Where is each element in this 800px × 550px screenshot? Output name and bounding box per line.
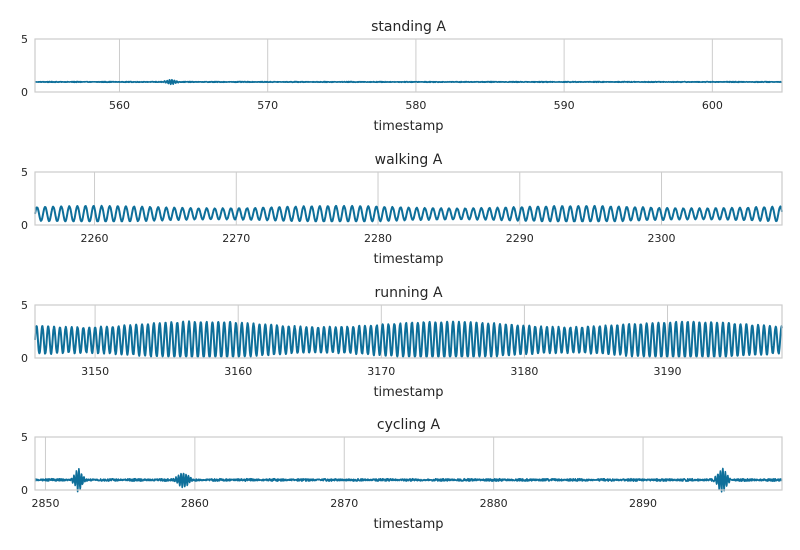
- x-axis-label-1: timestamp: [373, 252, 443, 267]
- x-tick-label-0: 560: [109, 99, 130, 112]
- series-line-3: [34, 467, 783, 493]
- y-tick-label-0: 0: [21, 352, 28, 365]
- x-tick-label-4: 2890: [629, 497, 657, 510]
- x-tick-label-3: 2290: [506, 232, 534, 245]
- x-tick-label-4: 3190: [654, 365, 682, 378]
- subplot-title-3: cycling A: [377, 417, 441, 433]
- x-tick-label-4: 600: [702, 99, 723, 112]
- plot-frame-3: [34, 436, 783, 491]
- series-line-1: [34, 204, 783, 223]
- x-tick-label-1: 3160: [224, 365, 252, 378]
- x-tick-label-2: 580: [405, 99, 426, 112]
- y-tick-label-1: 5: [21, 166, 28, 179]
- x-tick-label-0: 2850: [31, 497, 59, 510]
- y-tick-label-0: 0: [21, 484, 28, 497]
- subplot-3: cycling A 2850 2860 2870 2880 2890 0 5 timestamp: [21, 417, 783, 532]
- x-tick-label-0: 2260: [81, 232, 109, 245]
- series-line-2: [34, 320, 783, 358]
- x-tick-label-3: 590: [554, 99, 575, 112]
- subplot-title-0: standing A: [371, 19, 446, 35]
- x-axis-label-2: timestamp: [373, 385, 443, 400]
- x-axis-label-0: timestamp: [373, 119, 443, 134]
- plot-frame-2: [34, 304, 783, 359]
- x-tick-label-2: 2870: [330, 497, 358, 510]
- y-tick-label-1: 5: [21, 299, 28, 312]
- plot-frame-1: [34, 171, 783, 226]
- y-tick-label-1: 5: [21, 431, 28, 444]
- y-tick-label-1: 5: [21, 33, 28, 46]
- series-line-0: [34, 78, 783, 86]
- x-tick-label-3: 3180: [510, 365, 538, 378]
- x-tick-label-1: 570: [257, 99, 278, 112]
- x-tick-label-0: 3150: [81, 365, 109, 378]
- subplot-0: standing A 560 570 580 590 600 0 5 timestamp: [21, 19, 783, 134]
- x-tick-label-2: 3170: [367, 365, 395, 378]
- subplot-title-2: running A: [374, 285, 442, 301]
- y-tick-label-0: 0: [21, 86, 28, 99]
- x-tick-label-1: 2860: [181, 497, 209, 510]
- subplot-1: walking A 2260 2270 2280 2290 2300 0 5 timestamp: [21, 152, 783, 267]
- x-axis-label-3: timestamp: [373, 517, 443, 532]
- plot-frame-0: [34, 38, 783, 93]
- x-tick-label-1: 2270: [222, 232, 250, 245]
- x-tick-label-3: 2880: [480, 497, 508, 510]
- x-tick-label-2: 2280: [364, 232, 392, 245]
- subplot-2: running A 3150 3160 3170 3180 3190 0 5 timestamp: [21, 285, 783, 400]
- subplot-title-1: walking A: [375, 152, 443, 168]
- x-tick-label-4: 2300: [648, 232, 676, 245]
- y-tick-label-0: 0: [21, 219, 28, 232]
